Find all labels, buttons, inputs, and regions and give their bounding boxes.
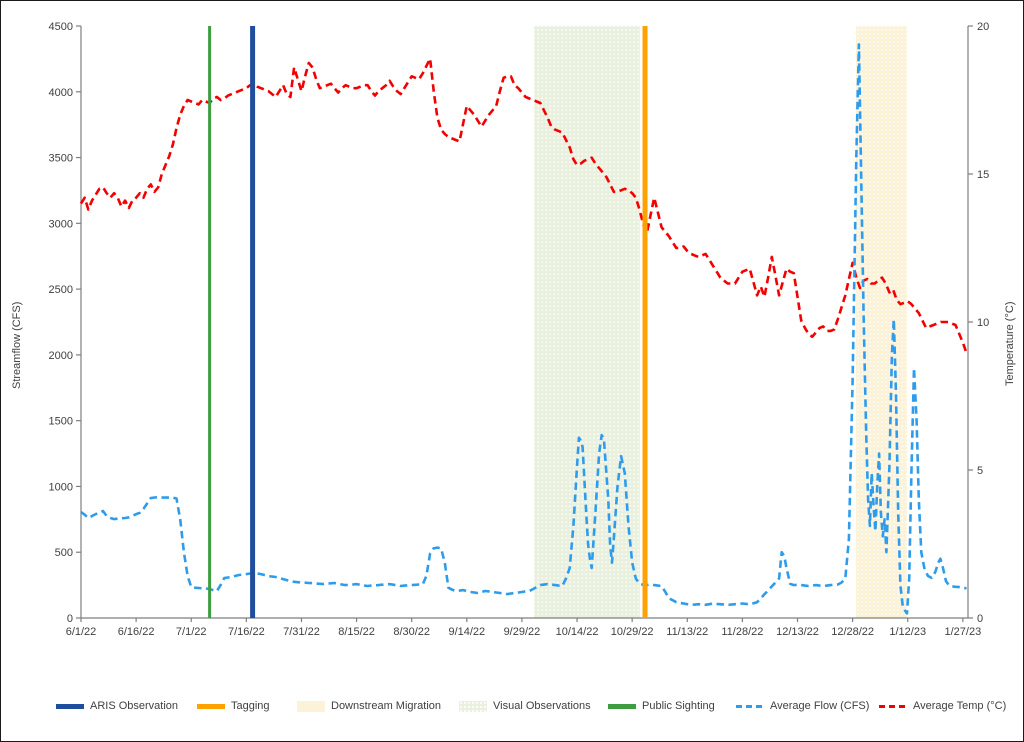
- y-left-tick-label: 0: [67, 613, 73, 625]
- legend-label: Average Temp (°C): [913, 700, 1007, 712]
- legend-item-visual-observations: Visual Observations: [459, 696, 591, 716]
- y-right-tick-label: 15: [977, 169, 989, 181]
- x-tick-label: 11/28/22: [721, 626, 763, 638]
- legend-label: Visual Observations: [493, 700, 591, 712]
- y-right-tick-label: 5: [977, 465, 983, 477]
- x-tick-label: 7/1/22: [176, 626, 207, 638]
- x-tick-label: 7/31/22: [283, 626, 320, 638]
- x-tick-label: 8/30/22: [393, 626, 430, 638]
- chart-legend: ARIS Observation Tagging Downstream Migrat…: [1, 696, 1023, 722]
- x-tick-label: 1/27/23: [945, 626, 982, 638]
- y-axis-title-left: Streamflow (CFS): [11, 301, 23, 389]
- legend-swatch: [297, 700, 325, 712]
- y-right-tick-label: 10: [977, 317, 989, 329]
- legend-item-public-sighting: Public Sighting: [608, 696, 715, 716]
- legend-item-average-temp-c-: Average Temp (°C): [879, 696, 1006, 716]
- series-average-flow-cfs-: [80, 43, 967, 615]
- x-tick-label: 11/13/22: [666, 626, 708, 638]
- x-tick-label: 1/12/23: [889, 626, 926, 638]
- x-tick-label: 9/14/22: [448, 626, 485, 638]
- streamflow-temperature-chart: 0 500 1000 1500 2000 2500 3000 3500 4000 4500 0 5 10…: [49, 21, 990, 638]
- legend-item-average-flow-cfs-: Average Flow (CFS): [736, 696, 869, 716]
- axes: 0 500 1000 1500 2000 2500 3000 3500 4000 4500 0 5 10…: [49, 21, 990, 638]
- x-tick-label: 9/29/22: [504, 626, 541, 638]
- legend-item-downstream-migration: Downstream Migration: [297, 696, 441, 716]
- x-tick-label: 6/1/22: [66, 626, 97, 638]
- legend-label: Average Flow (CFS): [770, 700, 870, 712]
- y-left-tick-label: 1500: [49, 416, 73, 428]
- legend-swatch: [879, 704, 907, 708]
- legend-swatch: [459, 700, 487, 712]
- y-left-tick-label: 1000: [49, 481, 73, 493]
- y-right-tick-label: 20: [977, 21, 989, 33]
- y-left-tick-label: 3000: [49, 218, 73, 230]
- x-tick-label: 12/13/22: [776, 626, 819, 638]
- legend-item-aris-observation: ARIS Observation: [56, 696, 178, 716]
- x-tick-label: 8/15/22: [338, 626, 375, 638]
- legend-label: Public Sighting: [642, 700, 715, 712]
- legend-item-tagging: Tagging: [197, 696, 270, 716]
- y-left-tick-label: 4000: [49, 87, 73, 99]
- legend-swatch: [736, 704, 764, 708]
- y-left-tick-label: 500: [55, 547, 73, 559]
- y-left-tick-label: 2500: [49, 284, 73, 296]
- legend-swatch: [197, 703, 225, 709]
- x-tick-label: 12/28/22: [831, 626, 874, 638]
- series-average-temp-c-: [79, 57, 968, 354]
- x-tick-label: 6/16/22: [118, 626, 155, 638]
- y-left-tick-label: 2000: [49, 350, 73, 362]
- legend-label: ARIS Observation: [90, 700, 179, 712]
- legend-label: Downstream Migration: [331, 700, 442, 712]
- legend-swatch: [56, 703, 84, 709]
- y-left-tick-label: 3500: [49, 153, 73, 165]
- y-axis-title-right: Temperature (°C): [1004, 301, 1016, 386]
- legend-swatch: [608, 703, 636, 709]
- legend-label: Tagging: [231, 700, 270, 712]
- x-tick-label: 7/16/22: [228, 626, 265, 638]
- x-tick-label: 10/29/22: [611, 626, 654, 638]
- x-tick-label: 10/14/22: [556, 626, 599, 638]
- y-left-tick-label: 4500: [49, 21, 73, 33]
- y-right-tick-label: 0: [977, 613, 983, 625]
